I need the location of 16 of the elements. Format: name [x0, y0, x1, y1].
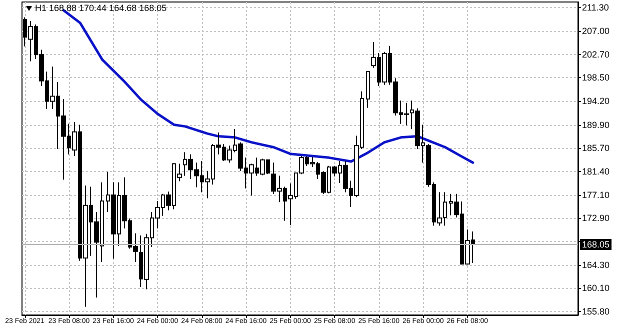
y-tick-label: 160.10: [582, 283, 610, 294]
candlestick: [366, 70, 370, 108]
y-tick-label: 202.70: [582, 50, 610, 60]
y-tick-label: 181.40: [582, 166, 610, 176]
y-tick-label: 211.30: [582, 2, 609, 12]
y-tick-label: 155.80: [582, 306, 610, 317]
y-tick-label: 194.20: [582, 96, 610, 106]
y-tick-label: 177.10: [582, 190, 610, 200]
y-tick-label: 185.70: [582, 142, 610, 153]
y-tick-label: 164.30: [582, 260, 610, 270]
annotation: H1 168.88 170.44 164.68 168.05: [35, 3, 167, 13]
y-tick-label: 189.90: [582, 120, 610, 130]
y-tick-label: 207.00: [582, 26, 610, 36]
y-tick-label: 172.90: [582, 212, 610, 223]
ref-line-label: 168.05: [582, 240, 610, 250]
y-tick-label: 198.50: [582, 72, 610, 83]
